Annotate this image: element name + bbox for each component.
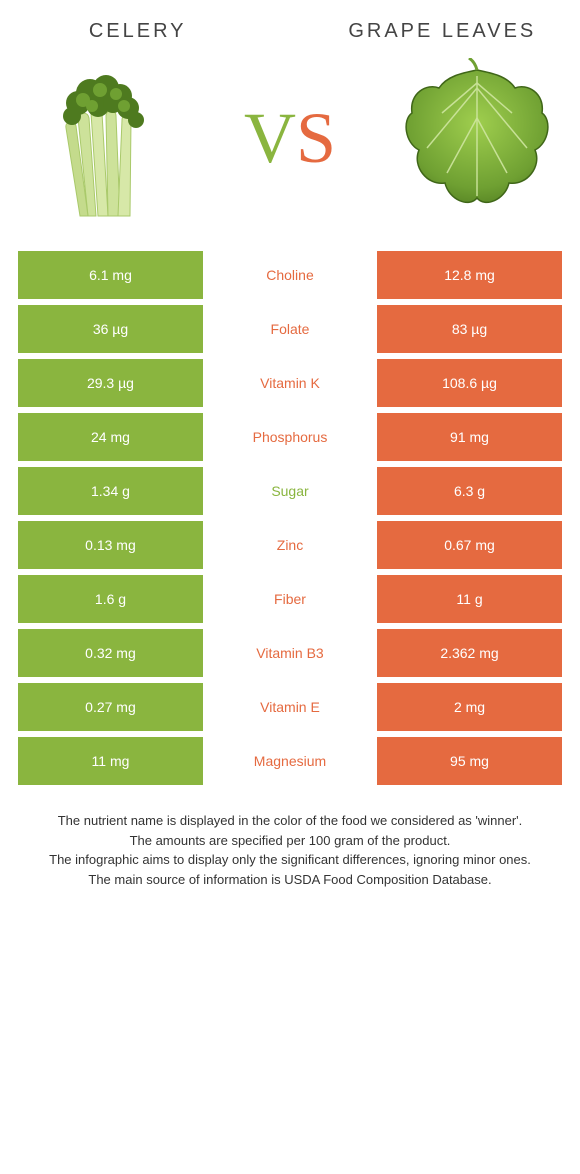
vs-v: V [244, 98, 296, 178]
image-row: VS [18, 53, 562, 223]
right-value: 83 µg [377, 305, 562, 353]
nutrient-row: 0.13 mgZinc0.67 mg [18, 521, 562, 569]
vs-s: S [296, 98, 336, 178]
nutrient-row: 0.27 mgVitamin E2 mg [18, 683, 562, 731]
nutrient-row: 24 mgPhosphorus91 mg [18, 413, 562, 461]
nutrient-label: Vitamin B3 [203, 629, 377, 677]
nutrient-table: 6.1 mgCholine12.8 mg 36 µgFolate83 µg 29.3… [18, 251, 562, 785]
nutrient-label: Vitamin K [203, 359, 377, 407]
nutrient-row: 1.6 gFiber11 g [18, 575, 562, 623]
nutrient-label: Fiber [203, 575, 377, 623]
right-value: 2 mg [377, 683, 562, 731]
left-title: CELERY [18, 20, 257, 43]
right-value: 12.8 mg [377, 251, 562, 299]
nutrient-label: Folate [203, 305, 377, 353]
celery-image [18, 53, 188, 223]
left-value: 36 µg [18, 305, 203, 353]
nutrient-label: Phosphorus [203, 413, 377, 461]
footnote-line: The main source of information is USDA F… [18, 870, 562, 890]
left-value: 1.6 g [18, 575, 203, 623]
footnote-line: The infographic aims to display only the… [18, 850, 562, 870]
nutrient-label: Zinc [203, 521, 377, 569]
left-value: 0.27 mg [18, 683, 203, 731]
right-title: GRAPE LEAVES [323, 20, 562, 43]
left-value: 6.1 mg [18, 251, 203, 299]
nutrient-label: Sugar [203, 467, 377, 515]
right-value: 2.362 mg [377, 629, 562, 677]
left-value: 0.13 mg [18, 521, 203, 569]
footnote-line: The amounts are specified per 100 gram o… [18, 831, 562, 851]
right-value: 95 mg [377, 737, 562, 785]
right-value: 108.6 µg [377, 359, 562, 407]
footnote-line: The nutrient name is displayed in the co… [18, 811, 562, 831]
nutrient-row: 29.3 µgVitamin K108.6 µg [18, 359, 562, 407]
vs-label: VS [244, 102, 336, 174]
left-value: 1.34 g [18, 467, 203, 515]
right-value: 11 g [377, 575, 562, 623]
nutrient-label: Magnesium [203, 737, 377, 785]
right-value: 0.67 mg [377, 521, 562, 569]
right-value: 6.3 g [377, 467, 562, 515]
left-value: 11 mg [18, 737, 203, 785]
header-titles: CELERY GRAPE LEAVES [18, 20, 562, 43]
nutrient-row: 36 µgFolate83 µg [18, 305, 562, 353]
nutrient-label: Vitamin E [203, 683, 377, 731]
right-value: 91 mg [377, 413, 562, 461]
nutrient-label: Choline [203, 251, 377, 299]
left-value: 24 mg [18, 413, 203, 461]
nutrient-row: 11 mgMagnesium95 mg [18, 737, 562, 785]
nutrient-row: 0.32 mgVitamin B32.362 mg [18, 629, 562, 677]
grape-leaf-image [392, 53, 562, 223]
nutrient-row: 1.34 gSugar6.3 g [18, 467, 562, 515]
left-value: 0.32 mg [18, 629, 203, 677]
left-value: 29.3 µg [18, 359, 203, 407]
nutrient-row: 6.1 mgCholine12.8 mg [18, 251, 562, 299]
footnotes: The nutrient name is displayed in the co… [18, 811, 562, 889]
